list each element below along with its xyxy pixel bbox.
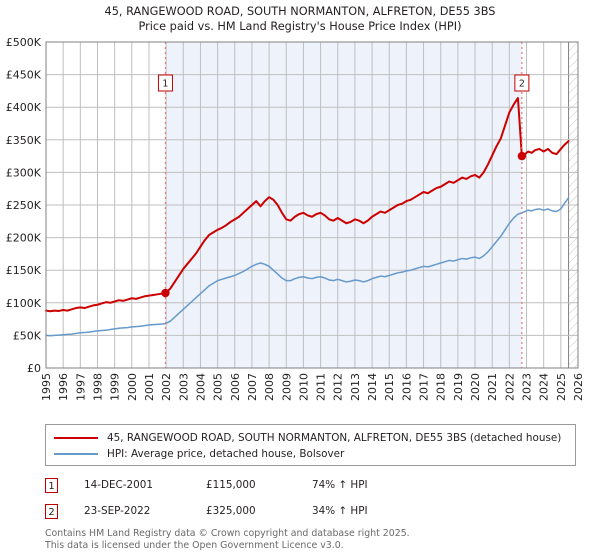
x-axis-tick-label: 2006 bbox=[229, 373, 242, 401]
legend-item[interactable]: HPI: Average price, detached house, Bols… bbox=[46, 446, 575, 462]
x-axis-tick-label: 2005 bbox=[212, 373, 225, 401]
transaction-hpi-delta: 74% ↑ HPI bbox=[312, 479, 368, 491]
x-axis-tick-label: 2003 bbox=[177, 373, 190, 401]
transaction-row[interactable]: 2 23-SEP-2022 £325,000 34% ↑ HPI bbox=[45, 498, 576, 524]
legend-color-swatch bbox=[54, 437, 98, 439]
x-axis-tick-label: 2025 bbox=[555, 373, 568, 401]
y-axis-tick-label: £500K bbox=[6, 36, 42, 49]
y-axis-tick-label: £350K bbox=[6, 134, 42, 147]
marker-point[interactable] bbox=[517, 151, 527, 161]
x-axis-tick-label: 2014 bbox=[366, 373, 379, 401]
marker-badge-box[interactable] bbox=[514, 74, 530, 92]
x-axis-tick-label: 1998 bbox=[91, 373, 104, 401]
legend-item[interactable]: 45, RANGEWOOD ROAD, SOUTH NORMANTON, ALF… bbox=[46, 430, 575, 446]
x-axis-tick-label: 2000 bbox=[126, 373, 139, 401]
x-axis-tick-label: 2001 bbox=[143, 373, 156, 401]
x-axis-tick-label: 2012 bbox=[332, 373, 345, 401]
series-line-hpi bbox=[45, 197, 570, 337]
price-history-chart: £0 £50K £100K £150K £200K £250K £300K £350K £400… bbox=[6, 36, 585, 401]
x-axis-tick-label: 2011 bbox=[315, 373, 328, 401]
x-axis-tick-label: 2013 bbox=[349, 373, 362, 401]
marker-badge-label: 1 bbox=[162, 79, 168, 90]
y-axis-tick-label: £250K bbox=[6, 199, 42, 212]
transactions-table: 1 14-DEC-2001 £115,000 74% ↑ HPI 2 23-SEP-202… bbox=[45, 472, 576, 524]
chart-legend: 45, RANGEWOOD ROAD, SOUTH NORMANTON, ALF… bbox=[45, 424, 576, 466]
x-axis-tick-label: 2024 bbox=[538, 373, 551, 401]
title-line-1: 45, RANGEWOOD ROAD, SOUTH NORMANTON, ALF… bbox=[104, 5, 496, 18]
transaction-date: 23-SEP-2022 bbox=[84, 505, 151, 517]
y-axis-tick-label: £200K bbox=[6, 232, 42, 245]
x-axis-tick-label: 2016 bbox=[400, 373, 413, 401]
transaction-badge[interactable]: 2 bbox=[45, 503, 58, 519]
title-line-2: Price paid vs. HM Land Registry's House … bbox=[138, 20, 462, 33]
x-axis-tick-label: 2004 bbox=[194, 373, 207, 401]
x-axis-tick-label: 2023 bbox=[521, 373, 534, 401]
y-axis-tick-label: £450K bbox=[6, 69, 42, 82]
transaction-price: £325,000 bbox=[206, 505, 256, 517]
legend-color-swatch bbox=[54, 453, 98, 455]
x-axis-tick-label: 2007 bbox=[246, 373, 259, 401]
transaction-row[interactable]: 1 14-DEC-2001 £115,000 74% ↑ HPI bbox=[45, 472, 576, 498]
transaction-hpi-delta: 34% ↑ HPI bbox=[312, 505, 368, 517]
footer-attribution: Contains HM Land Registry data © Crown c… bbox=[45, 528, 585, 551]
x-axis-tick-label: 2020 bbox=[469, 373, 482, 401]
transaction-date: 14-DEC-2001 bbox=[84, 479, 153, 491]
x-axis-tick-label: 2026 bbox=[572, 373, 585, 401]
footer-line-2: This data is licensed under the Open Gov… bbox=[45, 539, 344, 551]
x-axis-tick-label: 2022 bbox=[503, 373, 516, 401]
x-axis-tick-label: 1997 bbox=[74, 373, 87, 401]
marker-badge-box[interactable] bbox=[157, 74, 173, 92]
x-axis-tick-label: 2018 bbox=[435, 373, 448, 401]
legend-item-label: HPI: Average price, detached house, Bols… bbox=[107, 448, 345, 460]
x-axis-tick-label: 2009 bbox=[280, 373, 293, 401]
y-axis-tick-label: £0 bbox=[27, 362, 41, 375]
x-axis-tick-label: 2008 bbox=[263, 373, 276, 401]
x-axis-tick-label: 1996 bbox=[57, 373, 70, 401]
page-title: 45, RANGEWOOD ROAD, SOUTH NORMANTON, ALF… bbox=[0, 4, 600, 34]
y-axis-tick-label: £300K bbox=[6, 166, 42, 179]
y-axis-tick-label: £150K bbox=[6, 264, 42, 277]
x-axis-tick-label: 2021 bbox=[486, 373, 499, 401]
y-axis-tick-label: £50K bbox=[13, 329, 42, 342]
x-axis-tick-label: 2017 bbox=[418, 373, 431, 401]
marker-point[interactable] bbox=[161, 288, 170, 298]
x-axis-tick-label: 2019 bbox=[452, 373, 465, 401]
x-axis-tick-label: 2015 bbox=[383, 373, 396, 401]
plot-axis-frame bbox=[45, 41, 579, 369]
y-axis-tick-label: £100K bbox=[6, 297, 42, 310]
footer-line-1: Contains HM Land Registry data © Crown c… bbox=[45, 528, 410, 539]
series-line-property bbox=[45, 97, 570, 313]
legend-item-label: 45, RANGEWOOD ROAD, SOUTH NORMANTON, ALF… bbox=[107, 432, 562, 444]
x-axis-tick-label: 1995 bbox=[40, 373, 53, 401]
y-axis-tick-label: £400K bbox=[6, 101, 42, 114]
transaction-price: £115,000 bbox=[206, 479, 256, 491]
x-axis-tick-label: 2002 bbox=[160, 373, 173, 401]
marker-badge-label: 2 bbox=[519, 79, 525, 90]
x-axis-tick-label: 2010 bbox=[297, 373, 310, 401]
transaction-badge[interactable]: 1 bbox=[45, 477, 58, 493]
x-axis-tick-label: 1999 bbox=[109, 373, 122, 401]
